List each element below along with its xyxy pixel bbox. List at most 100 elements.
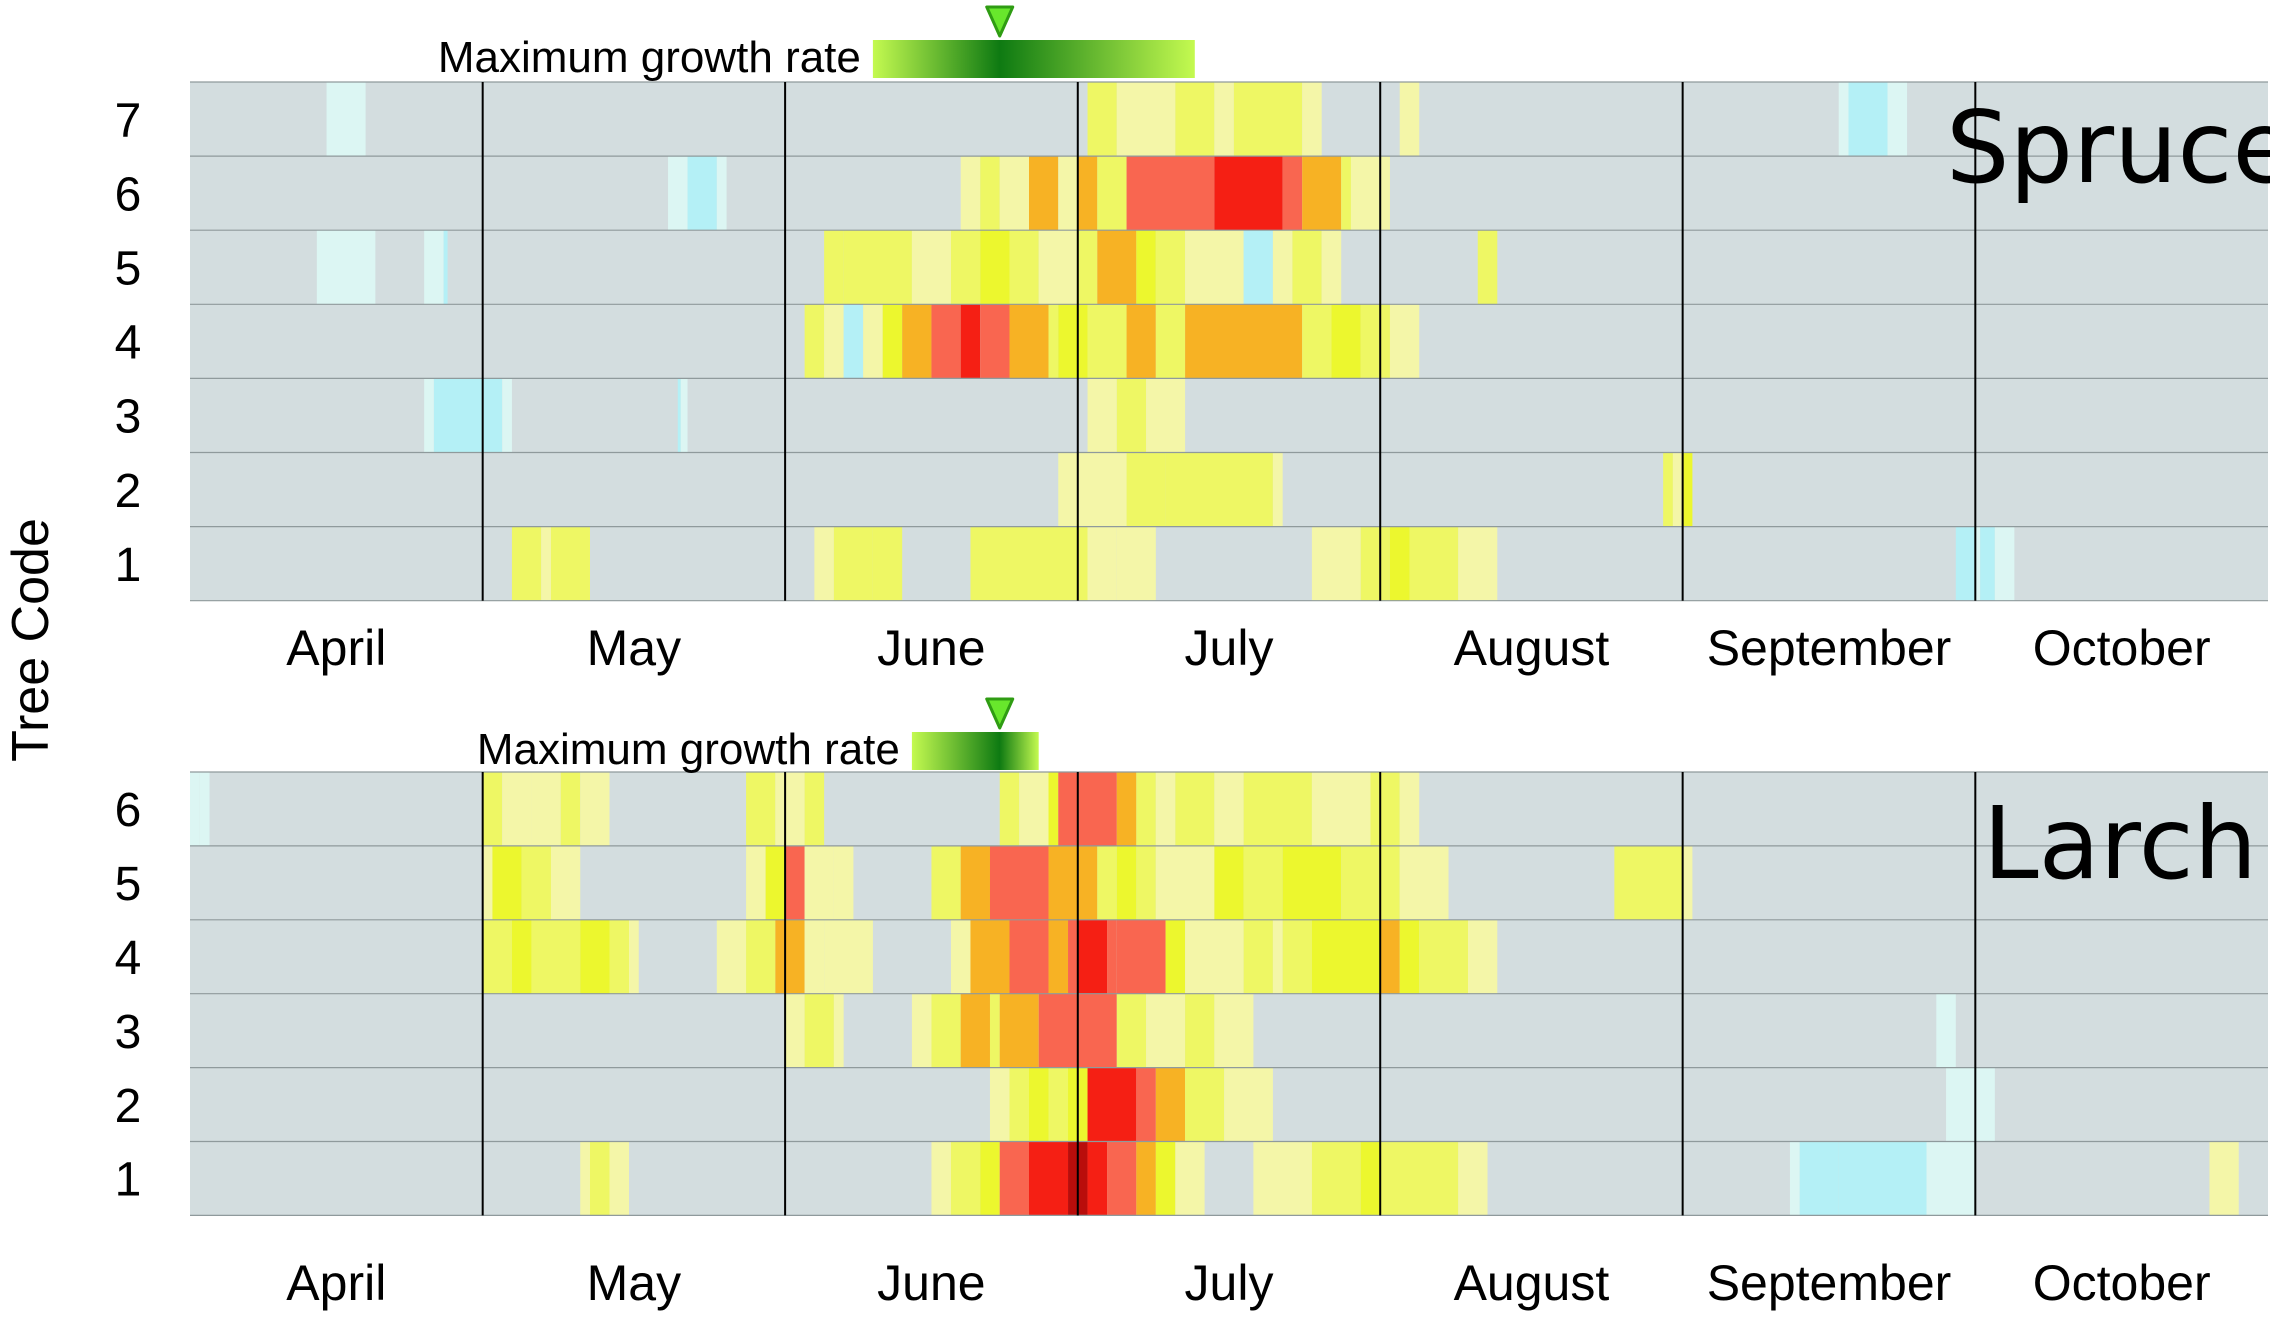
panel-title: Larch (1983, 785, 2257, 902)
tree-code-label: 1 (115, 539, 142, 592)
heat-cell-tree-5-0 (316, 230, 376, 305)
heat-cell-tree-6-17 (1155, 772, 1176, 846)
heat-cell-tree-4-27 (1419, 919, 1469, 994)
heat-cell-tree-3-7 (1146, 378, 1186, 453)
heat-cell-tree-5-16 (1155, 845, 1215, 920)
heat-cell-tree-5-17 (1292, 230, 1322, 305)
heat-cell-tree-4-3 (580, 919, 610, 994)
heat-cell-tree-1-9 (1311, 526, 1361, 601)
heat-cell-tree-1-2 (550, 526, 590, 601)
month-label: May (587, 1255, 681, 1311)
tree-code-label: 5 (115, 243, 142, 296)
heat-cell-tree-4-15 (1185, 304, 1303, 379)
heat-cell-tree-5-7 (980, 230, 1010, 305)
heat-cell-tree-1-9 (1087, 1141, 1108, 1216)
heat-cell-tree-2-2 (1126, 452, 1166, 527)
heat-cell-tree-4-4 (882, 304, 903, 379)
heat-cell-tree-6-6 (580, 772, 610, 846)
heat-cell-tree-7-2 (1116, 82, 1176, 157)
heat-cell-tree-7-10 (1887, 82, 1908, 157)
heat-cell-tree-5-5 (765, 845, 786, 920)
heat-cell-tree-4-11 (950, 919, 971, 994)
heat-cell-tree-5-10 (1077, 230, 1098, 305)
heat-cell-tree-5-19 (1282, 845, 1342, 920)
heat-cell-tree-7-7 (1399, 82, 1420, 157)
heat-cell-tree-5-23 (1614, 845, 1683, 920)
heat-cell-tree-1-12 (1155, 1141, 1176, 1216)
heat-cell-tree-6-7 (746, 772, 776, 846)
month-label: August (1454, 1255, 1610, 1311)
heat-cell-tree-1-10 (1360, 526, 1390, 601)
heat-cell-tree-5-4 (843, 230, 912, 305)
y-axis-title: Tree Code (2, 518, 60, 762)
heat-cell-tree-6-22 (1370, 772, 1400, 846)
heat-cell-tree-5-9 (1038, 230, 1078, 305)
heat-cell-tree-4-12 (970, 919, 1010, 994)
heat-cell-tree-6-4 (980, 156, 1000, 231)
heat-cell-tree-3-14 (1936, 993, 1956, 1068)
panels-layer: 7 6 5 4 3 2 1 April May June July August September Oc… (115, 5, 2270, 1311)
heat-cell-tree-3-4 (680, 378, 688, 453)
heat-cell-tree-4-4 (609, 919, 630, 994)
heat-cell-tree-3-8 (1038, 993, 1078, 1068)
heat-cell-tree-1-2 (609, 1141, 630, 1216)
heat-cell-tree-5-2 (521, 845, 551, 920)
heat-cell-tree-2-2 (1029, 1067, 1049, 1142)
heat-cell-tree-1-7 (1029, 1141, 1069, 1216)
heat-cell-tree-6-14 (1077, 772, 1117, 846)
month-label: June (877, 620, 985, 676)
heat-cell-tree-7-9 (1848, 82, 1888, 157)
heat-cell-tree-3-1 (804, 993, 834, 1068)
heat-cell-tree-6-21 (1311, 772, 1371, 846)
heat-cell-tree-6-6 (1029, 156, 1059, 231)
heat-cell-tree-6-11 (1214, 156, 1283, 231)
heat-cell-tree-4-13 (1009, 919, 1049, 994)
heat-cell-tree-5-4 (746, 845, 766, 920)
heat-cell-tree-4-9 (1009, 304, 1049, 379)
heat-cell-tree-1-0 (580, 1141, 590, 1216)
heat-cell-tree-1-16 (1360, 1141, 1381, 1216)
heat-cell-tree-1-24 (2209, 1141, 2239, 1216)
heat-cell-tree-2-8 (1185, 1067, 1225, 1142)
heat-cell-tree-1-7 (1087, 526, 1117, 601)
heat-cell-tree-6-12 (1048, 772, 1059, 846)
heat-cell-tree-3-6 (1116, 378, 1147, 453)
panel-title: Spruce (1946, 89, 2270, 206)
heat-cell-tree-3-11 (1146, 993, 1186, 1068)
month-label: October (2033, 620, 2211, 676)
heat-cell-tree-5-8 (1009, 230, 1039, 305)
heat-cell-tree-1-14 (1955, 526, 1976, 601)
panel-0: 7 6 5 4 3 2 1 April May June July August September Oc… (115, 5, 2270, 676)
heat-cell-tree-4-14 (1155, 304, 1186, 379)
heat-cell-tree-1-13 (1458, 526, 1498, 601)
heat-cell-tree-5-10 (960, 845, 990, 920)
heat-cell-tree-4-8 (775, 919, 805, 994)
heat-cell-tree-5-13 (1097, 845, 1117, 920)
heat-cell-tree-1-1 (589, 1141, 610, 1216)
heat-cell-tree-4-18 (1360, 304, 1390, 379)
month-label: May (587, 620, 681, 676)
heat-cell-tree-5-12 (1048, 845, 1098, 920)
heat-cell-tree-4-1 (511, 919, 532, 994)
heat-cell-tree-1-5 (980, 1141, 1000, 1216)
heat-cell-tree-4-24 (1311, 919, 1381, 994)
heat-cell-tree-1-11 (1389, 526, 1410, 601)
heat-cell-tree-6-8 (1077, 156, 1098, 231)
heat-cell-tree-4-17 (1331, 304, 1361, 379)
heat-cell-tree-1-1 (541, 526, 551, 601)
heat-cell-tree-3-13 (1214, 993, 1254, 1068)
heat-cell-tree-3-7 (999, 993, 1039, 1068)
heat-cell-tree-6-2 (716, 156, 727, 231)
month-label: June (877, 1255, 985, 1311)
panel-1: 6 5 4 3 2 1 April May June July August September Oct… (115, 697, 2268, 1311)
tree-code-label: 4 (115, 932, 142, 985)
heat-cell-tree-2-3 (1048, 1067, 1069, 1142)
heat-cell-tree-3-1 (433, 378, 503, 453)
heat-cell-tree-5-14 (1185, 230, 1244, 305)
heat-cell-tree-5-21 (1399, 845, 1429, 920)
heat-cell-tree-7-3 (1175, 82, 1215, 157)
heat-cell-tree-4-23 (1282, 919, 1312, 994)
heat-cell-tree-6-15 (1116, 772, 1137, 846)
tree-code-label: 7 (115, 94, 142, 147)
